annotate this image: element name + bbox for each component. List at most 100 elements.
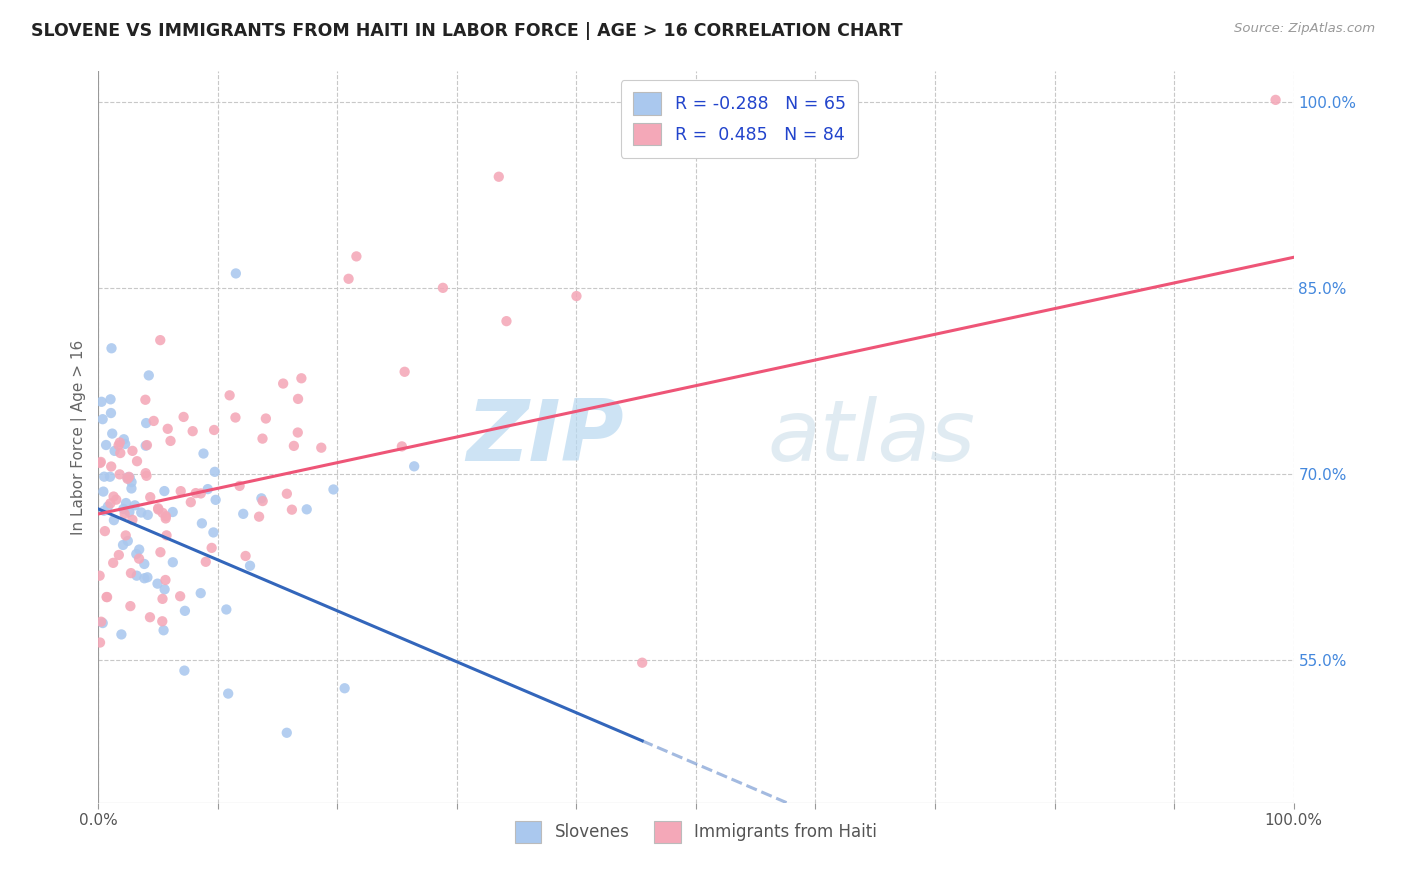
- Point: [322, 483, 344, 497]
- Point: [135, 438, 157, 452]
- Point: [287, 425, 309, 440]
- Point: [96, 590, 118, 604]
- Point: [105, 492, 128, 507]
- Point: [121, 475, 143, 489]
- Point: [184, 486, 207, 500]
- Point: [108, 435, 131, 450]
- Point: [155, 573, 177, 587]
- Point: [432, 281, 454, 295]
- Point: [104, 443, 127, 458]
- Point: [93, 469, 115, 483]
- Point: [107, 438, 129, 452]
- Point: [228, 479, 250, 493]
- Point: [89, 568, 111, 582]
- Point: [128, 542, 150, 557]
- Point: [97, 500, 120, 514]
- Point: [125, 454, 148, 468]
- Point: [100, 496, 122, 510]
- Point: [295, 502, 318, 516]
- Point: [117, 472, 139, 486]
- Point: [134, 557, 156, 571]
- Point: [488, 169, 510, 184]
- Point: [146, 576, 169, 591]
- Point: [110, 446, 132, 460]
- Point: [114, 507, 136, 521]
- Point: [170, 484, 193, 499]
- Point: [153, 484, 176, 499]
- Point: [90, 394, 112, 409]
- Point: [138, 368, 160, 383]
- Point: [281, 502, 304, 516]
- Point: [93, 504, 115, 518]
- Point: [114, 437, 136, 451]
- Text: Source: ZipAtlas.com: Source: ZipAtlas.com: [1234, 22, 1375, 36]
- Point: [139, 490, 162, 504]
- Point: [100, 341, 122, 355]
- Point: [136, 570, 159, 584]
- Point: [155, 509, 177, 524]
- Point: [631, 656, 654, 670]
- Point: [1264, 93, 1286, 107]
- Point: [250, 491, 273, 506]
- Point: [114, 528, 136, 542]
- Point: [111, 538, 134, 552]
- Point: [100, 459, 122, 474]
- Point: [152, 506, 174, 520]
- Point: [142, 414, 165, 428]
- Point: [391, 439, 413, 453]
- Point: [202, 423, 225, 437]
- Point: [91, 412, 114, 426]
- Point: [495, 314, 517, 328]
- Point: [120, 482, 142, 496]
- Point: [159, 434, 181, 448]
- Point: [98, 469, 121, 483]
- Point: [90, 455, 112, 469]
- Point: [148, 502, 170, 516]
- Point: [100, 406, 122, 420]
- Point: [271, 376, 294, 391]
- Point: [194, 555, 217, 569]
- Point: [239, 558, 262, 573]
- Point: [190, 586, 212, 600]
- Point: [337, 272, 360, 286]
- Point: [204, 465, 226, 479]
- Point: [204, 492, 226, 507]
- Point: [117, 533, 139, 548]
- Point: [254, 411, 277, 425]
- Point: [108, 467, 131, 482]
- Point: [290, 371, 312, 385]
- Point: [155, 528, 177, 542]
- Point: [115, 496, 138, 510]
- Point: [224, 410, 246, 425]
- Point: [90, 615, 112, 629]
- Point: [110, 627, 132, 641]
- Point: [404, 459, 426, 474]
- Point: [103, 556, 125, 570]
- Text: ZIP: ZIP: [467, 395, 624, 479]
- Legend: Slovenes, Immigrants from Haiti: Slovenes, Immigrants from Haiti: [508, 814, 884, 849]
- Text: atlas: atlas: [768, 395, 976, 479]
- Point: [134, 571, 156, 585]
- Point: [152, 624, 174, 638]
- Point: [217, 687, 239, 701]
- Point: [103, 490, 125, 504]
- Point: [128, 551, 150, 566]
- Point: [135, 439, 157, 453]
- Point: [152, 591, 174, 606]
- Point: [247, 509, 270, 524]
- Point: [135, 468, 157, 483]
- Point: [135, 466, 157, 480]
- Point: [202, 525, 225, 540]
- Point: [181, 424, 204, 438]
- Point: [93, 484, 115, 499]
- Point: [120, 566, 142, 581]
- Point: [149, 545, 172, 559]
- Point: [156, 422, 179, 436]
- Point: [232, 507, 254, 521]
- Point: [150, 615, 173, 629]
- Point: [103, 513, 125, 527]
- Point: [91, 615, 114, 630]
- Point: [125, 547, 148, 561]
- Point: [333, 681, 356, 696]
- Point: [121, 513, 143, 527]
